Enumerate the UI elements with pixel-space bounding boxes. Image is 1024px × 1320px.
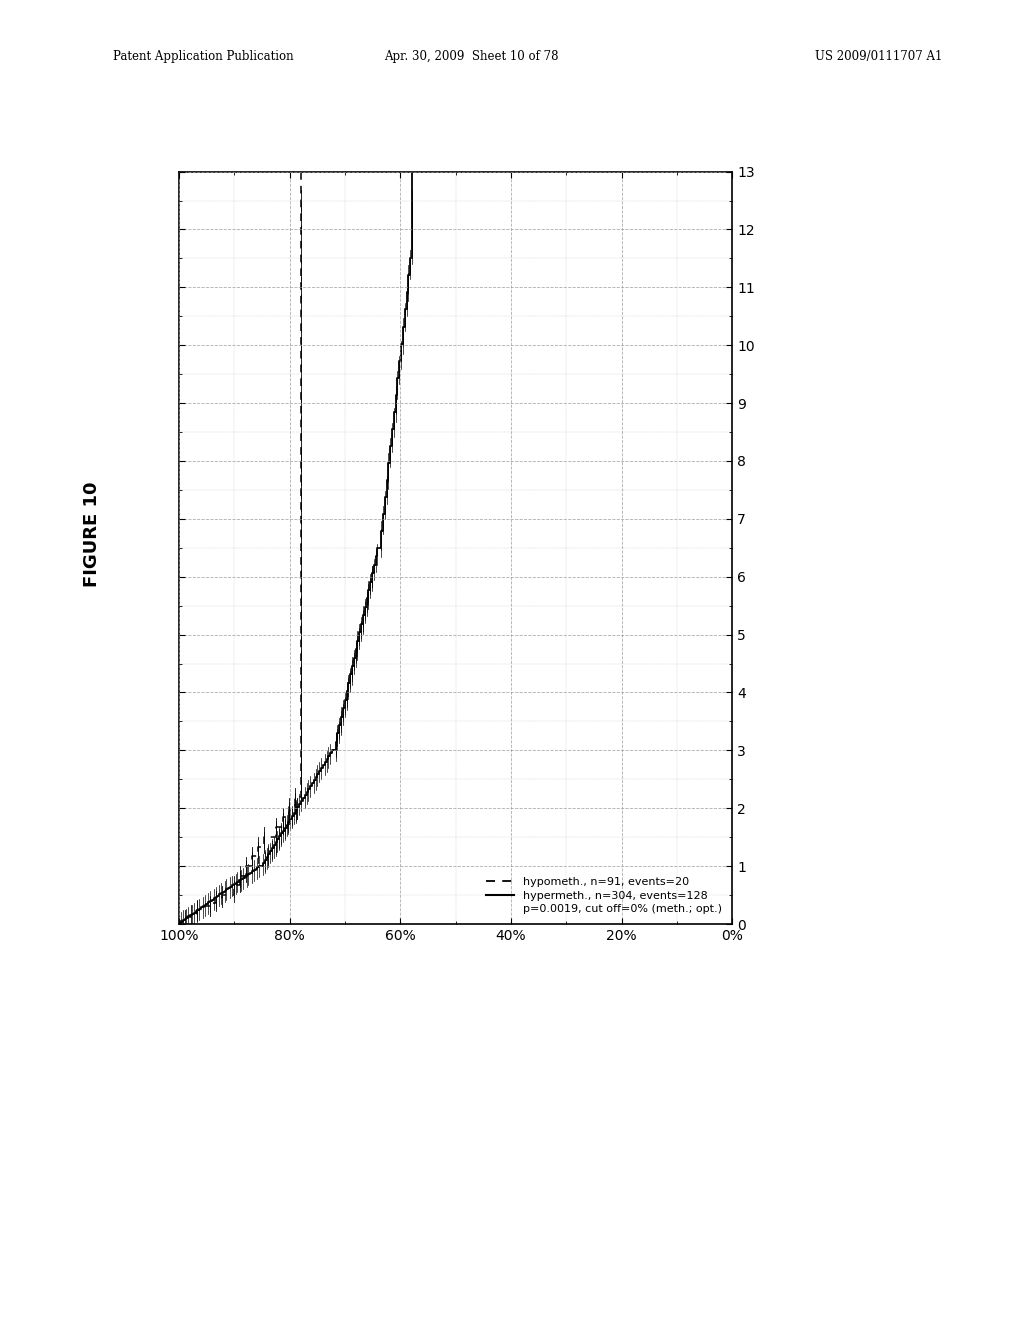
Text: US 2009/0111707 A1: US 2009/0111707 A1 [815,50,942,63]
Text: Patent Application Publication: Patent Application Publication [113,50,293,63]
Text: FIGURE 10: FIGURE 10 [83,482,101,587]
Legend: hypometh., n=91, events=20, hypermeth., n=304, events=128, p=0.0019, cut off=0% : hypometh., n=91, events=20, hypermeth., … [482,873,727,919]
Text: Apr. 30, 2009  Sheet 10 of 78: Apr. 30, 2009 Sheet 10 of 78 [384,50,558,63]
